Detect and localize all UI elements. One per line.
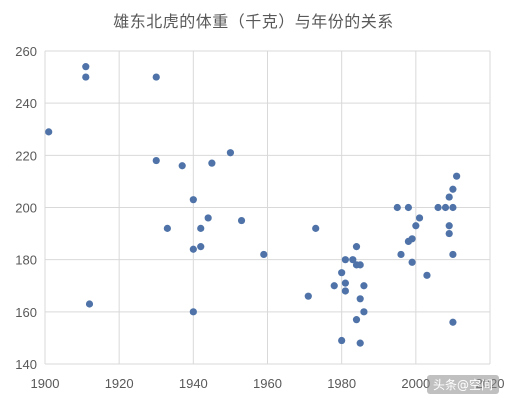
data-point — [189, 196, 197, 204]
data-point — [352, 316, 361, 324]
data-points — [45, 63, 461, 347]
data-point — [312, 224, 320, 232]
data-point — [341, 279, 349, 287]
data-point — [441, 203, 450, 212]
y-tick-label: 180 — [15, 253, 37, 268]
data-point — [82, 63, 90, 71]
data-point — [330, 282, 338, 290]
data-point — [412, 222, 420, 230]
data-point — [197, 224, 205, 232]
data-point — [404, 203, 413, 212]
data-point — [163, 224, 171, 232]
data-point — [423, 271, 431, 279]
x-tick-label: 1920 — [105, 376, 134, 391]
data-point — [208, 159, 216, 167]
data-point — [338, 336, 346, 345]
y-tick-label: 240 — [15, 96, 37, 111]
gridlines — [44, 50, 491, 365]
data-point — [45, 128, 53, 136]
y-tick-label: 260 — [15, 44, 37, 59]
x-tick-label: 2000 — [401, 376, 430, 391]
data-point — [397, 250, 405, 259]
y-axis-ticks: 140 160 180 200 220 240 260 — [15, 44, 37, 372]
data-point — [197, 243, 205, 251]
data-point — [415, 214, 424, 222]
data-point — [341, 256, 349, 264]
data-point — [82, 73, 90, 81]
data-point — [393, 203, 401, 212]
y-tick-label: 200 — [15, 201, 37, 216]
data-point — [360, 282, 368, 290]
data-point — [304, 292, 312, 300]
data-point — [260, 250, 268, 259]
data-point — [226, 149, 235, 157]
data-point — [349, 256, 357, 264]
y-tick-label: 160 — [15, 305, 37, 320]
data-point — [453, 172, 461, 180]
data-point — [237, 216, 246, 225]
data-point — [204, 214, 212, 222]
data-point — [408, 258, 416, 266]
data-point — [408, 235, 416, 243]
data-point — [189, 245, 197, 253]
data-point — [356, 295, 364, 303]
y-tick-label: 220 — [15, 148, 37, 163]
data-point — [338, 269, 346, 277]
data-point — [434, 203, 442, 212]
data-point — [449, 318, 457, 326]
data-point — [341, 287, 349, 295]
watermark: 头条@空间 — [426, 375, 499, 394]
chart-title: 雄东北虎的体重（千克）与年份的关系 — [113, 12, 394, 31]
data-point — [356, 261, 364, 269]
data-point — [356, 339, 364, 347]
data-point — [352, 243, 361, 251]
data-point — [449, 250, 457, 259]
y-tick-label: 140 — [15, 357, 37, 372]
x-tick-label: 1940 — [179, 376, 208, 391]
data-point — [445, 229, 453, 238]
data-point — [449, 203, 457, 212]
x-tick-label: 1960 — [253, 376, 282, 391]
data-point — [178, 162, 186, 170]
data-point — [445, 193, 453, 201]
data-point — [85, 300, 94, 308]
data-point — [445, 222, 453, 230]
data-point — [449, 185, 457, 193]
data-point — [189, 308, 197, 316]
x-tick-label: 1980 — [327, 376, 356, 391]
x-tick-label: 1900 — [31, 376, 60, 391]
data-point — [360, 308, 368, 316]
data-point — [152, 156, 160, 165]
data-point — [152, 73, 160, 81]
